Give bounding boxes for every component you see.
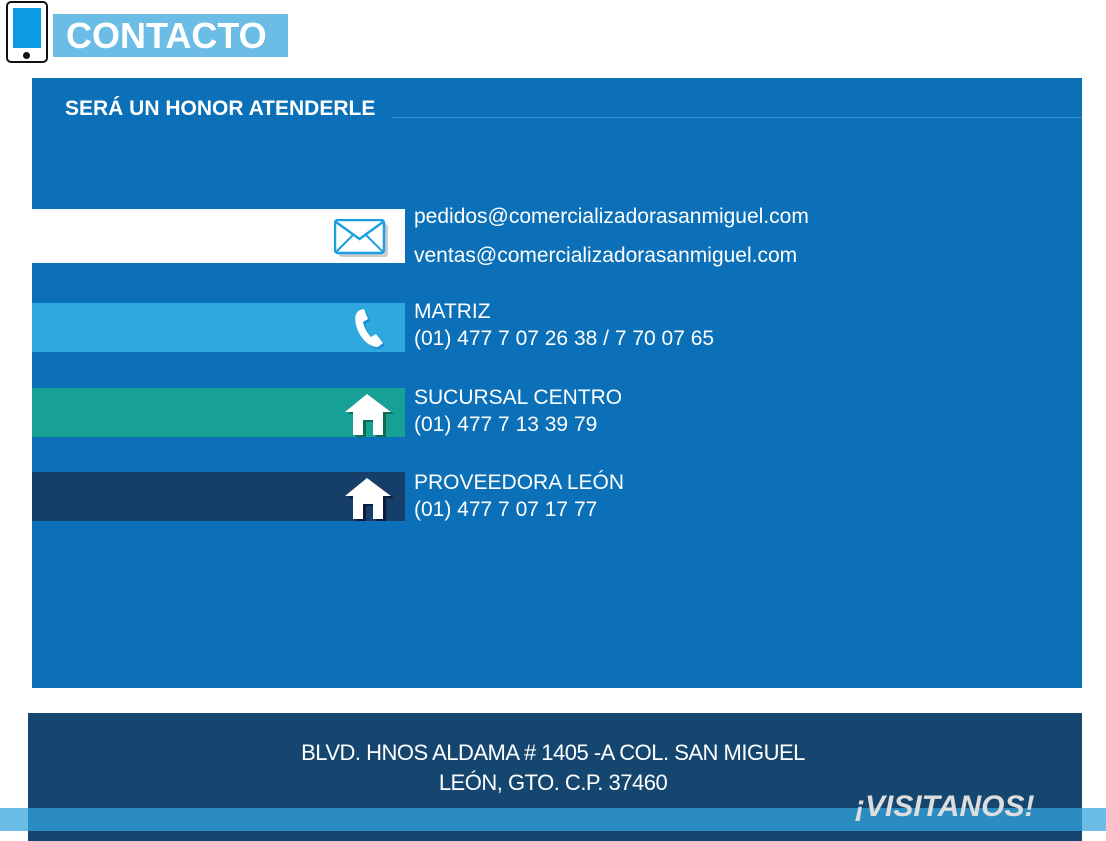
proveedora-label: PROVEEDORA LEÓN — [414, 471, 625, 494]
contact-panel — [32, 78, 1082, 688]
house-icon — [345, 478, 394, 521]
matriz-bar — [32, 303, 405, 352]
email-link-pedidos[interactable]: pedidos@comercializadorasanmiguel.com — [414, 205, 809, 228]
email-bar — [32, 209, 405, 263]
proveedora-bar — [32, 472, 405, 521]
sucursal-label: SUCURSAL CENTRO — [414, 386, 623, 409]
title-banner — [53, 14, 288, 57]
address-line-2: LEÓN, GTO. C.P. 37460 — [438, 770, 668, 795]
footer-stripe-inner — [28, 808, 1082, 831]
visit-cta: ¡VISITANOS! — [855, 790, 1035, 823]
matriz-label: MATRIZ — [414, 300, 491, 323]
address-line-1: BLVD. HNOS ALDAMA # 1405 -A COL. SAN MIG… — [301, 740, 805, 765]
page-title: CONTACTO — [66, 15, 267, 56]
proveedora-phone: (01) 477 7 07 17 77 — [414, 498, 598, 521]
divider — [392, 117, 1082, 118]
smartphone-icon — [6, 1, 48, 63]
phone-icon — [355, 309, 385, 349]
panel-subtitle: SERÁ UN HONOR ATENDERLE — [65, 97, 376, 120]
email-link-ventas[interactable]: ventas@comercializadorasanmiguel.com — [414, 244, 798, 267]
envelope-icon — [334, 219, 388, 257]
sucursal-bar — [32, 388, 405, 437]
house-icon — [345, 394, 394, 437]
matriz-phone: (01) 477 7 07 26 38 / 7 70 07 65 — [414, 327, 715, 350]
sucursal-phone: (01) 477 7 13 39 79 — [414, 413, 598, 436]
